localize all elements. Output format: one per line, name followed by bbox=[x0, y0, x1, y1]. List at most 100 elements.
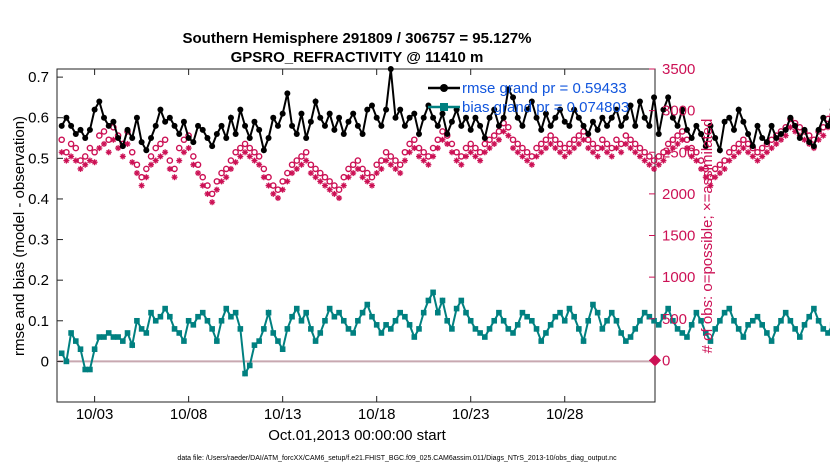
bias-point bbox=[256, 338, 262, 344]
obs-possible-point bbox=[655, 153, 663, 160]
bias-point bbox=[162, 305, 168, 312]
obs-assimilated-point bbox=[434, 145, 441, 152]
obs-possible-point bbox=[128, 148, 136, 156]
bias-point bbox=[698, 317, 704, 324]
obs-assimilated-point bbox=[425, 161, 432, 168]
obs-assimilated-point bbox=[284, 178, 291, 185]
rmse-point bbox=[434, 122, 441, 129]
bias-point bbox=[270, 330, 277, 336]
bias-point bbox=[369, 313, 375, 320]
obs-assimilated-point bbox=[759, 153, 766, 160]
bias-point bbox=[134, 317, 140, 324]
rmse-point bbox=[552, 114, 559, 121]
obs-possible-point bbox=[166, 157, 174, 164]
left-tick-label: 0.4 bbox=[28, 191, 49, 208]
obs-assimilated-point bbox=[472, 153, 479, 160]
bias-point bbox=[171, 326, 178, 332]
bias-point bbox=[655, 322, 662, 328]
x-axis: 10/03 10/08 10/13 10/18 10/23 10/28 bbox=[76, 69, 584, 423]
bias-point bbox=[538, 338, 545, 344]
rmse-point bbox=[105, 122, 112, 129]
bias-point bbox=[326, 305, 333, 312]
bias-point bbox=[552, 313, 559, 320]
obs-possible-point bbox=[143, 165, 150, 173]
rmse-point bbox=[312, 98, 319, 105]
obs-assimilated-point bbox=[557, 149, 564, 156]
rmse-series bbox=[58, 66, 830, 155]
rmse-point bbox=[768, 122, 775, 129]
rmse-point bbox=[387, 66, 394, 72]
obs-assimilated-point bbox=[392, 165, 399, 172]
obs-possible-point bbox=[100, 128, 108, 135]
rmse-point bbox=[792, 122, 799, 129]
rmse-point bbox=[345, 118, 352, 125]
obs-assimilated-point bbox=[726, 157, 733, 164]
obs-possible-point bbox=[161, 136, 169, 144]
rmse-point bbox=[133, 114, 140, 121]
obs-assimilated-point bbox=[129, 159, 136, 166]
rmse-point bbox=[589, 118, 596, 125]
rmse-point bbox=[702, 143, 709, 150]
bias-point bbox=[820, 326, 827, 332]
obs-assimilated-point bbox=[679, 136, 686, 143]
obs-assimilated-point bbox=[162, 149, 169, 156]
obs-assimilated-point bbox=[566, 149, 573, 156]
obs-assimilated-point bbox=[477, 157, 484, 164]
y-axis-label-right: # of obs: o=possible; ×=assimilated bbox=[699, 119, 716, 354]
obs-assimilated-point bbox=[406, 149, 413, 156]
obs-assimilated-point bbox=[77, 165, 84, 172]
bias-point bbox=[199, 309, 206, 316]
bias-point bbox=[796, 334, 803, 340]
rmse-point bbox=[364, 106, 371, 113]
obs-assimilated-point bbox=[148, 161, 155, 168]
bias-point bbox=[561, 317, 568, 324]
bias-point bbox=[425, 297, 432, 304]
rmse-point bbox=[613, 106, 620, 113]
obs-assimilated-point bbox=[622, 140, 629, 147]
obs-possible-point bbox=[467, 140, 475, 148]
obs-possible-point bbox=[575, 132, 583, 139]
obs-possible-point bbox=[157, 140, 164, 148]
obs-possible-point bbox=[326, 178, 333, 185]
bias-point bbox=[496, 309, 502, 316]
bias-point bbox=[82, 366, 89, 373]
rmse-point bbox=[138, 139, 145, 146]
bias-point bbox=[510, 330, 516, 336]
bias-point bbox=[702, 330, 709, 336]
obs-assimilated-point bbox=[359, 174, 366, 181]
rmse-point bbox=[688, 135, 695, 142]
bias-point bbox=[646, 313, 653, 320]
bias-point bbox=[519, 309, 526, 316]
bias-point bbox=[740, 334, 747, 340]
obs-assimilated-point bbox=[768, 145, 775, 152]
obs-assimilated-point bbox=[707, 182, 714, 189]
obs-possible-point bbox=[260, 165, 268, 173]
rmse-point bbox=[566, 122, 573, 129]
obs-possible-point bbox=[96, 132, 103, 139]
bias-point bbox=[148, 309, 154, 316]
bias-point bbox=[176, 330, 183, 336]
obs-assimilated-point bbox=[270, 190, 277, 197]
obs-possible-point bbox=[547, 132, 554, 139]
bias-point bbox=[373, 322, 380, 328]
obs-assimilated-point bbox=[491, 140, 498, 147]
rmse-point bbox=[712, 135, 719, 142]
obs-assimilated-point bbox=[495, 136, 502, 143]
rmse-point bbox=[279, 110, 286, 117]
obs-assimilated-point bbox=[279, 186, 286, 193]
bias-point bbox=[77, 346, 84, 353]
bias-point bbox=[505, 326, 512, 332]
bias-point bbox=[637, 317, 643, 324]
obs-assimilated-point bbox=[533, 153, 540, 160]
obs-possible-point bbox=[298, 153, 305, 160]
bias-point bbox=[641, 309, 648, 316]
rmse-point bbox=[439, 110, 446, 117]
rmse-point bbox=[510, 94, 517, 101]
obs-possible-point bbox=[566, 140, 573, 148]
obs-possible-point bbox=[603, 140, 611, 148]
obs-assimilated-point bbox=[542, 145, 549, 152]
obs-assimilated-point bbox=[317, 178, 324, 185]
obs-possible-point bbox=[72, 144, 80, 152]
rmse-point bbox=[796, 135, 803, 142]
